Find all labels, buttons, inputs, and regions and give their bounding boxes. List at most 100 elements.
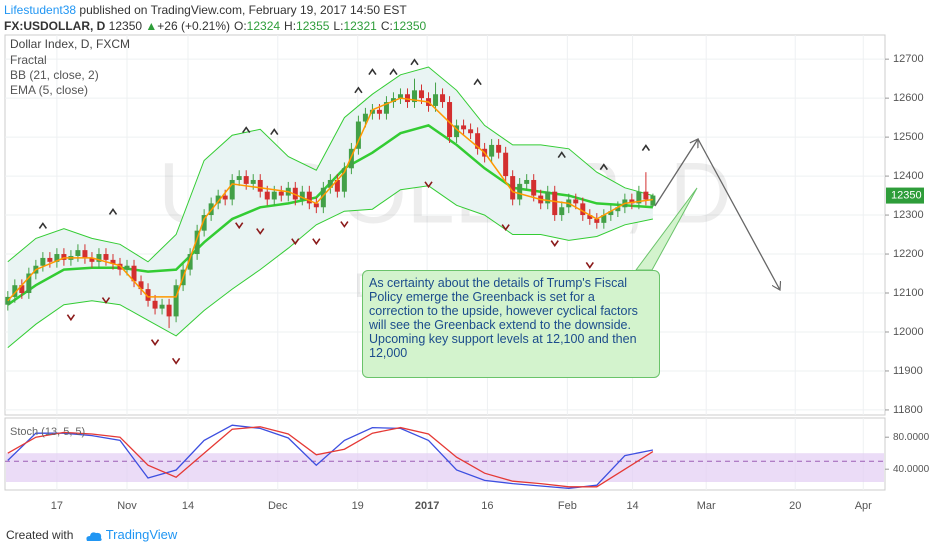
annotation: As certainty about the details of Trump'… (362, 270, 660, 378)
candle-body (411, 90, 417, 103)
bb-fill (7, 66, 653, 348)
candle-body (47, 257, 53, 262)
fractal-up (641, 144, 651, 151)
fractal-down (101, 297, 111, 304)
fractal-up (599, 163, 608, 171)
x-tick-label: 19 (352, 500, 364, 512)
fractal-up (108, 208, 118, 215)
fractal-up (473, 78, 482, 86)
fractal-up (38, 222, 48, 229)
header-line-2: FX:USDOLLAR, D 12350 ▲+26 (+0.21%) O:1232… (4, 18, 426, 34)
stoch-line (7, 426, 654, 488)
price: 12350 (108, 19, 143, 33)
stoch-title: Stoch (13, 5, 5) (10, 426, 85, 438)
x-tick-label: 14 (182, 500, 194, 512)
fractal-up (557, 151, 566, 158)
footer-text: Created with (6, 528, 74, 542)
candle-body (264, 191, 270, 200)
candle-body (587, 215, 593, 219)
candle-body (383, 102, 389, 114)
candle-body (103, 254, 109, 260)
ema-line (7, 97, 654, 302)
candle-body (397, 94, 403, 99)
candle-body (650, 195, 656, 206)
field-label: O: (234, 19, 247, 33)
field-value: 12350 (392, 19, 427, 33)
candle-body (496, 144, 502, 153)
author[interactable]: Lifestudent38 (4, 3, 77, 17)
field-value: 12321 (343, 19, 377, 33)
fractal-down (340, 221, 349, 228)
candle-body (447, 102, 453, 138)
candle-body (454, 125, 460, 138)
candle-body (12, 285, 18, 297)
candle-body (26, 273, 32, 294)
candle-body (489, 144, 495, 157)
stoch-pane (4, 417, 886, 491)
y-tick-label: 12600 (893, 92, 924, 104)
fractal-up (368, 68, 377, 75)
fractal-up (270, 128, 279, 136)
candle-body (278, 191, 284, 196)
field-value: 12355 (296, 19, 330, 33)
candle-body (145, 289, 151, 301)
fractal-up (389, 68, 398, 75)
candle-body (194, 230, 200, 255)
candle-body (243, 176, 249, 184)
candle-body (131, 265, 137, 282)
fractal-down (256, 228, 265, 235)
candle-body (545, 191, 551, 204)
candle-body (292, 187, 298, 200)
candle-body (215, 195, 221, 204)
candle-body (75, 250, 81, 256)
candle-body (601, 215, 607, 223)
y-tick-label: 12000 (893, 326, 924, 338)
candle-body (475, 133, 481, 149)
candle-body (369, 109, 375, 114)
candle-body (327, 179, 333, 188)
field-label: H: (284, 19, 297, 33)
candle-body (271, 191, 277, 200)
arrow: ▲ (145, 19, 158, 33)
published: published on TradingView.com, February 1… (76, 3, 407, 17)
candle-body (419, 90, 425, 99)
candle-body (355, 121, 361, 149)
y-tick-label: 11800 (893, 404, 923, 416)
field-value: 12324 (246, 19, 281, 33)
candle-body (404, 94, 410, 103)
candle-body (250, 179, 256, 184)
last-price-label: 12350 (891, 189, 922, 201)
candle-body (524, 179, 530, 184)
candle-body (299, 191, 305, 200)
bb-upper (7, 66, 654, 263)
x-tick-label: 17 (51, 500, 63, 512)
candle-body (201, 215, 207, 231)
indicator-label: Fractal (10, 53, 47, 67)
candle-body (124, 265, 130, 270)
header-line-1: Lifestudent38 published on TradingView.c… (4, 2, 426, 18)
chart-title: Dollar Index, D, FXCM (10, 37, 130, 51)
candle-body (187, 254, 193, 270)
candle-body (222, 195, 228, 200)
y-tick-label: 12300 (893, 209, 924, 221)
candle-body (54, 254, 60, 262)
fractal-down (171, 357, 181, 365)
field-label: L: (333, 19, 344, 33)
indicator-label: BB (21, close, 2) (10, 68, 99, 82)
fractal-down (312, 238, 321, 246)
candle-body (559, 207, 565, 216)
x-tick-label: Dec (268, 500, 288, 512)
candle-body (573, 199, 579, 204)
x-tick-label: 16 (481, 500, 493, 512)
y-tick-label: 12500 (893, 131, 924, 143)
candle-body (531, 179, 537, 196)
indicator-label: EMA (5, close) (10, 83, 88, 97)
fractal-down (424, 181, 433, 189)
footer-brand[interactable]: TradingView (105, 527, 178, 542)
fractal-up (410, 58, 419, 66)
candle-body (334, 179, 340, 192)
candle-body (433, 94, 439, 106)
x-tick-label: Feb (558, 500, 577, 512)
candle-body (348, 148, 354, 169)
candle-body (390, 98, 396, 103)
